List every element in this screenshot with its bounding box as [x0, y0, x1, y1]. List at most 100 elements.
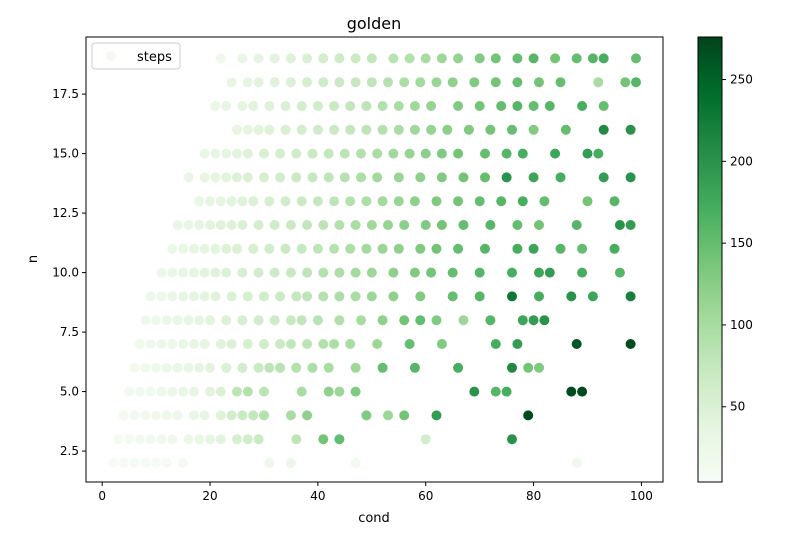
data-point: [625, 172, 636, 183]
data-point: [167, 243, 178, 254]
data-point: [253, 77, 264, 88]
data-point: [124, 386, 135, 397]
data-point: [205, 434, 215, 445]
data-point: [388, 267, 399, 278]
data-point: [285, 315, 296, 326]
data-point: [474, 196, 485, 207]
data-point: [356, 172, 366, 183]
data-point: [436, 220, 447, 230]
data-point: [199, 291, 210, 302]
x-axis-label: cond: [358, 511, 390, 526]
data-point: [555, 243, 566, 254]
data-point: [161, 315, 172, 326]
data-point: [302, 291, 313, 302]
data-point: [350, 77, 361, 88]
data-point: [237, 196, 248, 207]
data-point: [534, 220, 544, 230]
data-point: [453, 148, 464, 159]
data-point: [188, 386, 199, 397]
data-point: [285, 220, 296, 230]
data-point: [259, 410, 269, 421]
data-point: [232, 172, 242, 183]
x-tick-label: 0: [98, 489, 106, 503]
data-point: [221, 172, 232, 183]
data-point: [205, 196, 215, 207]
data-point: [361, 243, 372, 254]
data-point: [269, 267, 280, 278]
data-point: [232, 148, 242, 159]
data-point: [609, 196, 620, 207]
data-point: [118, 410, 129, 421]
data-point: [614, 220, 625, 230]
data-point: [453, 362, 464, 373]
data-point: [113, 434, 124, 445]
data-point: [442, 124, 453, 135]
plot-area-frame: [85, 36, 664, 483]
data-point: [490, 53, 501, 64]
data-point: [420, 53, 431, 64]
data-point: [172, 362, 183, 373]
data-point: [334, 434, 345, 445]
data-point: [156, 339, 167, 349]
data-point: [528, 172, 539, 183]
data-point: [409, 267, 420, 278]
data-point: [388, 291, 399, 302]
data-point: [485, 124, 496, 135]
data-point: [108, 458, 118, 468]
data-point: [242, 434, 253, 445]
data-point: [399, 410, 410, 421]
data-point: [377, 243, 388, 254]
data-point: [221, 148, 232, 159]
data-point: [167, 339, 178, 349]
data-point: [167, 386, 178, 397]
data-point: [226, 291, 237, 302]
data-point: [285, 339, 296, 349]
data-point: [431, 315, 442, 326]
data-point: [582, 148, 593, 159]
data-point: [485, 220, 496, 230]
data-point: [512, 77, 523, 88]
data-point: [167, 267, 178, 278]
data-point: [404, 53, 415, 64]
data-point: [372, 148, 383, 159]
data-point: [544, 101, 555, 111]
data-point: [447, 77, 458, 88]
data-point: [409, 196, 420, 207]
data-point: [242, 291, 253, 302]
data-point: [323, 172, 334, 183]
data-point: [539, 315, 550, 326]
data-point: [242, 77, 253, 88]
y-tick-label: 10.0: [52, 266, 79, 280]
legend-marker: [106, 51, 116, 61]
data-point: [205, 386, 215, 397]
data-point: [377, 362, 388, 373]
data-point: [226, 410, 237, 421]
data-point: [318, 434, 329, 445]
data-point: [151, 315, 162, 326]
data-point: [534, 291, 544, 302]
data-point: [296, 124, 307, 135]
data-point: [593, 77, 604, 88]
data-point: [517, 148, 528, 159]
data-point: [318, 267, 329, 278]
data-point: [507, 124, 517, 135]
data-point: [237, 410, 248, 421]
data-point: [242, 339, 253, 349]
colorbar-ticks: 50 100 150 200 250: [722, 73, 753, 414]
data-point: [124, 434, 135, 445]
data-point: [366, 53, 377, 64]
data-point: [140, 410, 151, 421]
data-point: [436, 148, 447, 159]
data-point: [582, 196, 593, 207]
data-point: [609, 243, 620, 254]
data-point: [539, 196, 550, 207]
data-point: [205, 315, 215, 326]
data-point: [501, 172, 512, 183]
data-point: [474, 53, 485, 64]
data-point: [221, 101, 232, 111]
data-point: [490, 339, 501, 349]
data-point: [339, 172, 350, 183]
data-point: [253, 434, 264, 445]
data-point: [183, 220, 194, 230]
